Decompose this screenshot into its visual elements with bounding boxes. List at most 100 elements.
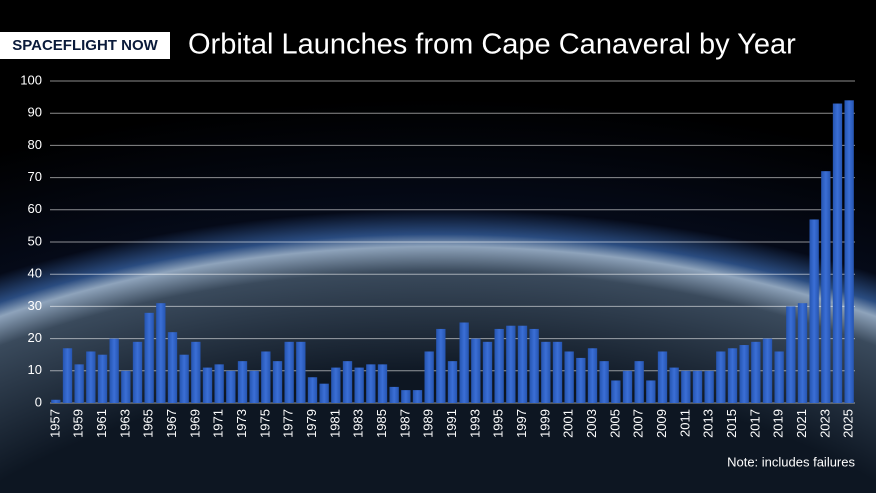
x-tick-label: 1963: [117, 409, 132, 438]
bar: [342, 361, 353, 403]
bar: [716, 351, 726, 403]
bar: [261, 351, 271, 403]
x-tick-label: 2005: [607, 409, 622, 438]
bar: [774, 351, 784, 403]
y-tick-label: 70: [28, 169, 42, 184]
bar: [541, 341, 551, 403]
y-tick-label: 50: [28, 233, 42, 248]
x-tick-label: 2025: [841, 409, 856, 438]
y-tick-label: 0: [35, 394, 42, 409]
x-tick-label: 2011: [677, 409, 692, 437]
x-tick-label: 2013: [701, 409, 716, 438]
x-tick-label: 2017: [747, 409, 762, 438]
bar: [401, 390, 411, 403]
bar: [109, 338, 119, 403]
bar: [214, 364, 224, 403]
bar: [424, 351, 434, 403]
bar: [412, 390, 423, 403]
bar: [832, 103, 843, 403]
bar: [319, 383, 329, 403]
x-tick-label: 1967: [164, 409, 179, 438]
bar: [669, 367, 679, 403]
bar: [237, 361, 248, 403]
bar: [167, 332, 178, 403]
bar: [86, 351, 96, 403]
bar: [821, 171, 831, 403]
x-tick-label: 1993: [467, 409, 482, 438]
x-tick-label: 1957: [47, 409, 62, 438]
bar: [786, 306, 796, 403]
x-tick-label: 2003: [584, 409, 599, 438]
bar: [471, 338, 481, 403]
x-tick-label: 2015: [724, 409, 739, 438]
bar: [354, 367, 364, 403]
bar: [97, 354, 108, 403]
bar: [704, 370, 714, 403]
bar: [121, 370, 131, 403]
bar: [447, 361, 458, 403]
bar: [739, 345, 749, 403]
bar: [377, 364, 388, 403]
logo: SPACEFLIGHT NOW: [12, 37, 158, 54]
bar: [646, 380, 656, 403]
bar: [366, 364, 376, 403]
bar: [307, 377, 318, 403]
bar: [296, 341, 306, 403]
bar: [634, 361, 644, 403]
bar: [552, 341, 563, 403]
bar: [576, 357, 586, 403]
bar: [132, 341, 143, 403]
x-tick-label: 1965: [141, 409, 156, 438]
x-tick-label: 1969: [187, 409, 202, 438]
logo-box: [0, 32, 170, 59]
bar: [494, 328, 504, 403]
x-tick-label: 1975: [257, 409, 272, 438]
x-tick-label: 1995: [491, 409, 506, 438]
x-tick-label: 2009: [654, 409, 669, 438]
bar: [564, 351, 574, 403]
bar: [482, 341, 493, 403]
bar: [751, 341, 761, 403]
bar: [844, 100, 854, 403]
x-tick-label: 1971: [211, 409, 226, 438]
y-tick-label: 60: [28, 201, 42, 216]
bar: [191, 341, 201, 403]
x-tick-label: 1973: [234, 409, 249, 438]
y-tick-label: 80: [28, 137, 42, 152]
note: Note: includes failures: [727, 454, 855, 469]
bar: [331, 367, 341, 403]
bar: [62, 348, 73, 403]
y-tick-label: 40: [28, 266, 42, 281]
x-tick-label: 2019: [771, 409, 786, 438]
x-tick-label: 2007: [631, 409, 646, 438]
bar: [506, 325, 516, 403]
bar: [202, 367, 213, 403]
x-tick-label: 1977: [281, 409, 296, 438]
x-tick-label: 1999: [537, 409, 552, 438]
bar: [272, 361, 283, 403]
bar: [459, 322, 469, 403]
bar: [517, 325, 528, 403]
y-tick-label: 90: [28, 105, 42, 120]
x-tick-label: 1959: [71, 409, 86, 438]
bar: [762, 338, 773, 403]
chart-title: Orbital Launches from Cape Canaveral by …: [188, 29, 796, 61]
y-tick-label: 20: [28, 330, 42, 345]
bar: [809, 219, 819, 403]
bar: [529, 328, 539, 403]
bar: [179, 354, 189, 403]
x-tick-label: 1989: [421, 409, 436, 438]
x-tick-label: 1979: [304, 409, 319, 438]
bar: [156, 303, 166, 403]
x-tick-label: 2001: [561, 409, 576, 438]
bar: [436, 328, 446, 403]
x-tick-label: 1985: [374, 409, 389, 438]
y-tick-label: 100: [20, 72, 42, 87]
bar: [144, 312, 154, 403]
bar: [226, 370, 236, 403]
bar: [51, 399, 61, 403]
x-tick-label: 1961: [94, 409, 109, 438]
x-tick-label: 2021: [794, 409, 809, 438]
y-tick-label: 30: [28, 298, 42, 313]
bar: [599, 361, 609, 403]
